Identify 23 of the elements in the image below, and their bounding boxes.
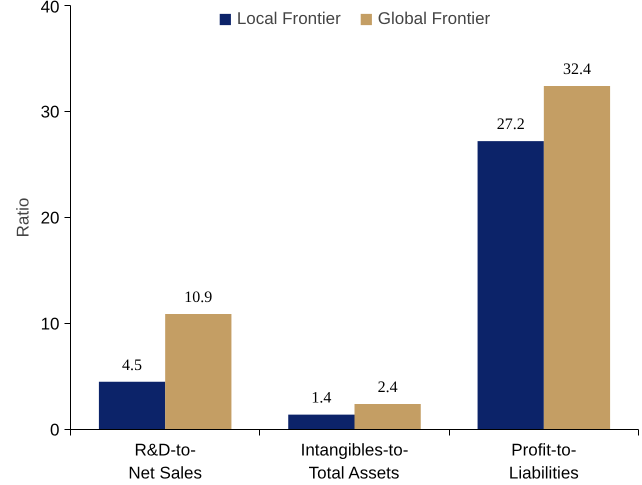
y-axis-title: Ratio [14, 198, 33, 238]
y-tick-label: 20 [40, 208, 60, 228]
y-tick-label: 40 [40, 0, 60, 16]
x-tick-label: Intangibles-to- Total Assets [300, 440, 408, 482]
y-tick-label: 10 [40, 314, 60, 334]
y-tick-label: 30 [40, 102, 60, 122]
data-label: 10.9 [184, 288, 212, 306]
data-label: 1.4 [311, 390, 332, 407]
bar [98, 382, 166, 430]
y-tick-label: 0 [50, 420, 60, 440]
bar [165, 314, 232, 430]
bar [544, 86, 610, 430]
legend-label: Local Frontier [236, 9, 341, 29]
bar [288, 414, 354, 430]
bar [478, 141, 544, 430]
x-tick-label: R&D-to- Net Sales [128, 440, 202, 482]
bar [354, 404, 421, 430]
data-label: 27.2 [496, 116, 525, 134]
data-label: 4.5 [122, 356, 142, 374]
legend-label: Global Frontier [378, 9, 490, 29]
x-tick-label: Profit-to- Liabilities [508, 440, 579, 482]
data-label: 32.4 [562, 61, 591, 78]
data-label: 2.4 [378, 379, 398, 396]
